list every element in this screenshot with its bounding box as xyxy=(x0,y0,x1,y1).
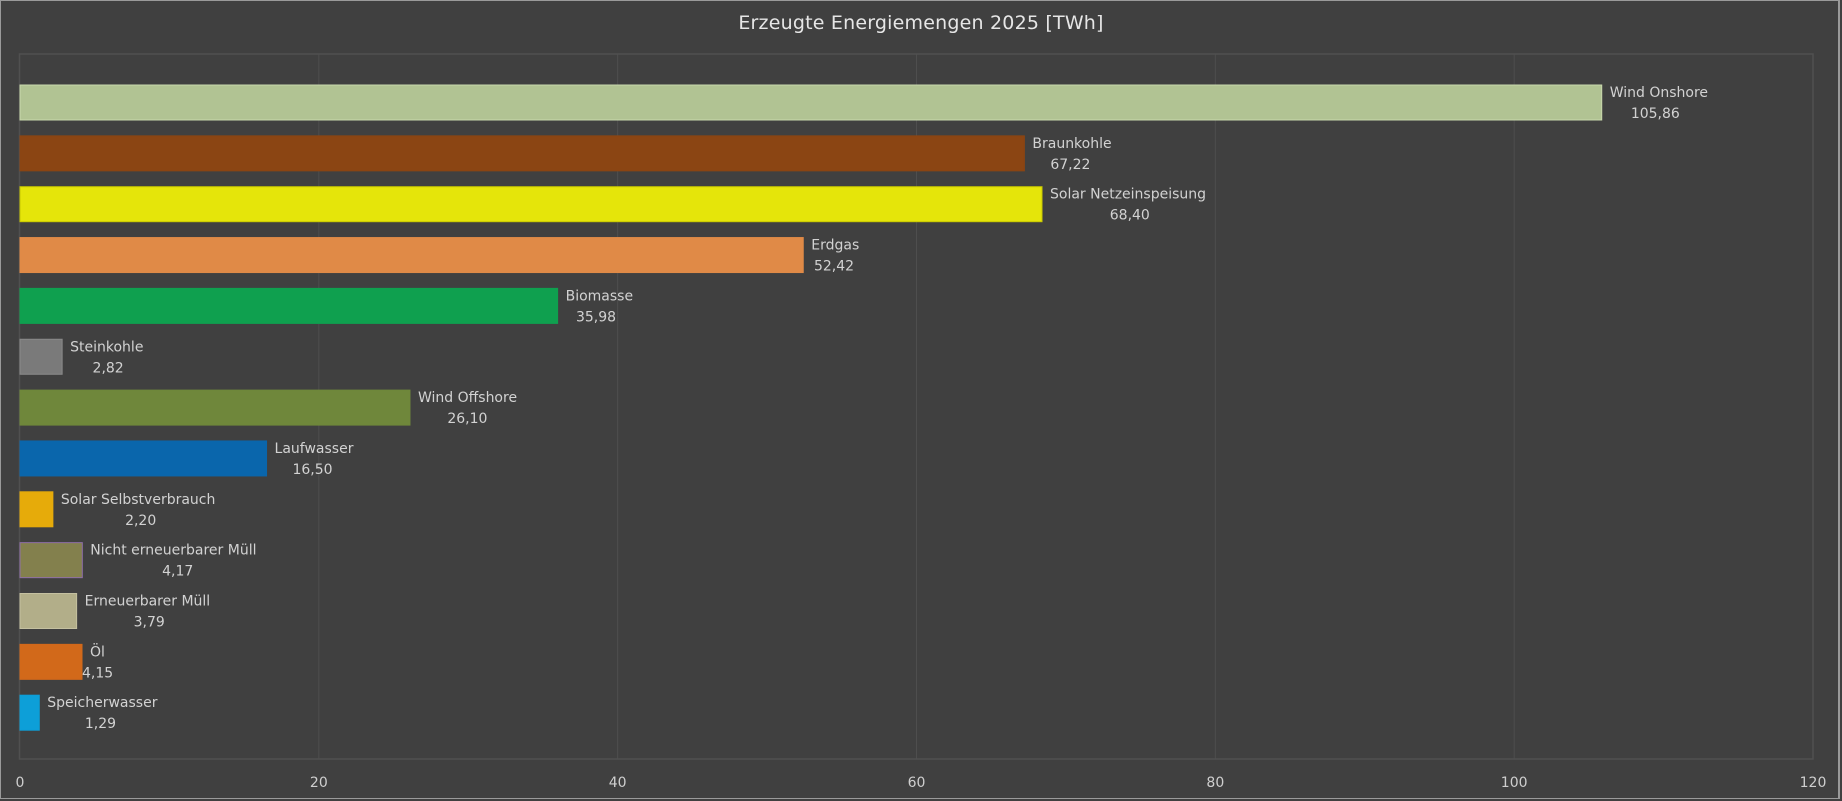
bar-value-label: 4,15 xyxy=(82,665,113,681)
bar xyxy=(19,84,1603,121)
bar-value-label: 2,82 xyxy=(93,360,124,376)
bar xyxy=(19,135,1025,172)
bar-value-label: 16,50 xyxy=(292,462,332,478)
bar-value-label: 4,17 xyxy=(162,564,193,580)
bar xyxy=(19,593,78,629)
bar xyxy=(19,542,83,579)
x-tick-label: 40 xyxy=(609,775,627,791)
x-tick-label: 0 xyxy=(16,775,25,791)
bar xyxy=(19,643,83,680)
bar xyxy=(19,389,411,426)
bar-category-label: Öl xyxy=(90,642,105,660)
x-tick-label: 100 xyxy=(1501,775,1528,791)
bar-value-label: 26,10 xyxy=(447,411,487,427)
x-tick-label: 60 xyxy=(908,775,926,791)
bar xyxy=(19,237,804,274)
bar xyxy=(19,491,54,528)
x-tick-label: 120 xyxy=(1800,775,1827,791)
bar-value-label: 2,20 xyxy=(125,513,156,529)
bar-category-label: Laufwasser xyxy=(275,441,354,457)
bar-value-label: 3,79 xyxy=(134,615,165,631)
bar-category-label: Speicherwasser xyxy=(47,695,157,711)
x-tick-label: 20 xyxy=(310,775,328,791)
bar-category-label: Biomasse xyxy=(566,288,633,304)
bar-value-label: 1,29 xyxy=(85,716,116,732)
x-tick-label: 80 xyxy=(1206,775,1224,791)
chart-title: Erzeugte Energiemengen 2025 [TWh] xyxy=(738,12,1104,34)
bar-category-label: Erneuerbarer Müll xyxy=(85,594,211,610)
bar-value-label: 68,40 xyxy=(1110,208,1150,224)
bar-category-label: Solar Netzeinspeisung xyxy=(1050,187,1206,203)
bar-value-label: 52,42 xyxy=(814,259,854,275)
bar xyxy=(19,338,63,375)
bar-value-label: 35,98 xyxy=(576,309,616,325)
bar-category-label: Wind Onshore xyxy=(1610,85,1708,101)
bar-category-label: Erdgas xyxy=(811,238,859,254)
bar-category-label: Nicht erneuerbarer Müll xyxy=(90,543,256,559)
bar-value-label: 67,22 xyxy=(1050,157,1090,173)
bar-value-label: 105,86 xyxy=(1631,106,1680,122)
bar xyxy=(19,186,1043,223)
bar-category-label: Solar Selbstverbrauch xyxy=(61,492,216,508)
bar xyxy=(19,694,40,731)
bar-category-label: Braunkohle xyxy=(1032,136,1111,152)
bar xyxy=(19,440,268,477)
bar-category-label: Wind Offshore xyxy=(418,390,517,406)
bar-category-label: Steinkohle xyxy=(70,339,143,355)
bar xyxy=(19,287,559,324)
